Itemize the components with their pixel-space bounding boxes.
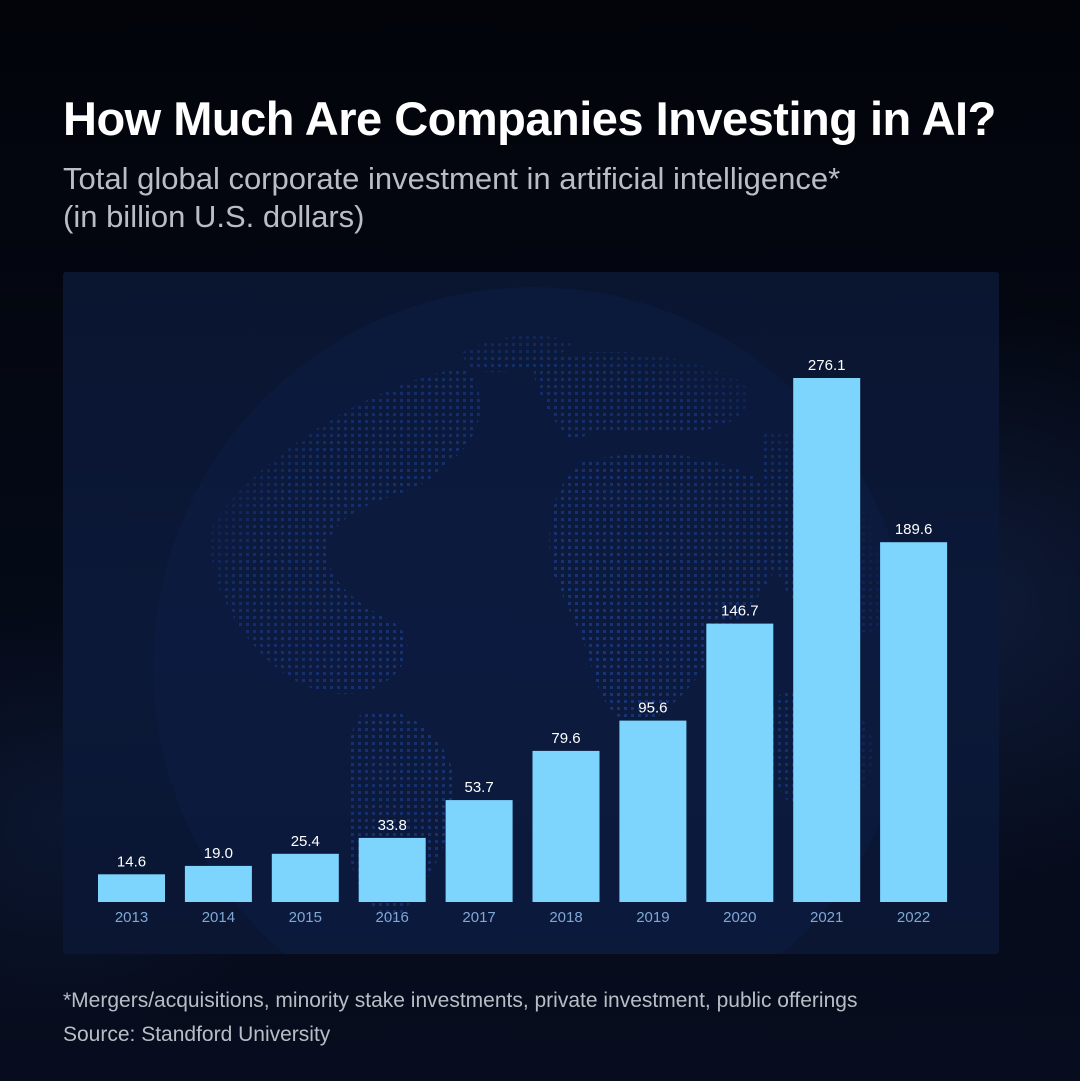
- bar-2015: [271, 853, 339, 902]
- bar-2019: [619, 720, 687, 902]
- x-tick-label-2021: 2021: [810, 909, 843, 926]
- bar-value-label-2021: 276.1: [808, 357, 846, 374]
- bar-value-label-2022: 189.6: [895, 521, 933, 538]
- subtitle-line-1: Total global corporate investment in art…: [63, 161, 841, 196]
- x-tick-label-2020: 2020: [723, 909, 756, 926]
- footnote: *Mergers/acquisitions, minority stake in…: [63, 984, 857, 1052]
- bar-value-label-2015: 25.4: [291, 833, 320, 850]
- bar-2016: [358, 837, 426, 902]
- bar-2021: [793, 378, 861, 902]
- bar-chart: 14.6 2013 19.0 2014 25.4 2015 33.8 2016 53.7 2017…: [98, 357, 948, 926]
- bar-2014: [184, 865, 252, 902]
- chart-panel: 14.6 2013 19.0 2014 25.4 2015 33.8 2016 53.7 2017…: [63, 272, 999, 954]
- bar-value-label-2018: 79.6: [551, 730, 580, 747]
- x-tick-label-2014: 2014: [202, 909, 235, 926]
- bar-value-label-2017: 53.7: [464, 779, 493, 796]
- subtitle-line-2: (in billion U.S. dollars): [63, 199, 365, 234]
- bar-value-label-2014: 19.0: [204, 845, 233, 862]
- x-tick-label-2022: 2022: [897, 909, 930, 926]
- footnote-note: *Mergers/acquisitions, minority stake in…: [63, 989, 858, 1012]
- bar-value-label-2016: 33.8: [378, 817, 407, 834]
- x-tick-label-2015: 2015: [289, 909, 322, 926]
- x-tick-label-2017: 2017: [462, 909, 495, 926]
- x-tick-label-2016: 2016: [376, 909, 409, 926]
- bar-value-label-2013: 14.6: [117, 853, 146, 870]
- bar-2022: [880, 542, 948, 902]
- x-tick-label-2018: 2018: [549, 909, 582, 926]
- footnote-source: Source: Standford University: [63, 1023, 331, 1046]
- x-tick-label-2019: 2019: [636, 909, 669, 926]
- bar-value-label-2019: 95.6: [638, 700, 667, 717]
- chart-title: How Much Are Companies Investing in AI?: [63, 92, 996, 145]
- bar-value-label-2020: 146.7: [721, 603, 759, 620]
- bar-2017: [445, 800, 513, 902]
- bar-2020: [706, 623, 774, 902]
- x-tick-label-2013: 2013: [115, 909, 148, 926]
- bar-2013: [98, 874, 165, 902]
- bar-2018: [532, 750, 600, 902]
- chart-subtitle: Total global corporate investment in art…: [63, 160, 963, 236]
